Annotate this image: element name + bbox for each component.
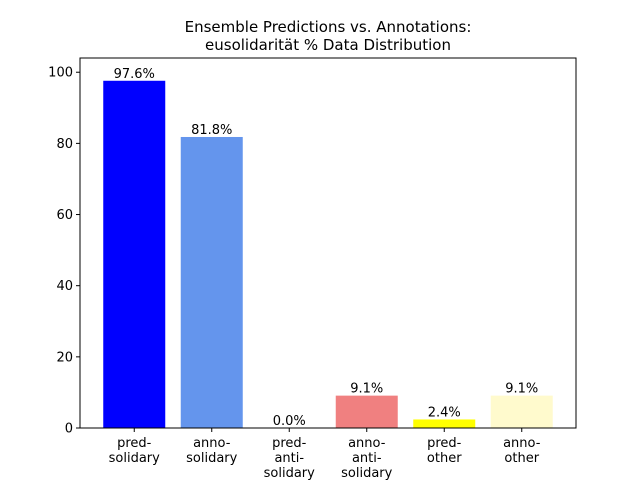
plot-frame [79, 57, 577, 429]
y-tick-label-3: 60 [56, 208, 73, 223]
chart-title-line-2: eusolidarität % Data Distribution [205, 36, 451, 54]
y-tick-label-4: 80 [56, 137, 73, 152]
value-labels-group: 97.6% 81.8% 0.0% 9.1% 2.4% 9.1% [114, 67, 539, 429]
chart-title-line-1: Ensemble Predictions vs. Annotations: [185, 18, 472, 36]
x-tick-label-5: anno-other [503, 436, 541, 466]
bar-value-label-0: 97.6% [114, 67, 155, 82]
bars-group [103, 80, 553, 429]
x-tick-label-2: pred-anti-solidary [264, 436, 316, 480]
x-tick-label-0: pred-solidary [109, 436, 161, 466]
bar-5 [490, 395, 553, 429]
bar-3 [335, 395, 398, 429]
x-axis: pred-solidary anno-solidary pred-anti-soli… [109, 428, 541, 480]
bar-value-label-3: 9.1% [350, 382, 383, 397]
bar-value-label-1: 81.8% [191, 123, 232, 138]
y-tick-label-0: 0 [65, 422, 73, 437]
bar-4 [413, 419, 476, 428]
x-tick-label-3: anno-anti-solidary [341, 436, 393, 480]
bar-1 [180, 136, 243, 429]
y-tick-label-5: 100 [48, 66, 73, 81]
chart-title: Ensemble Predictions vs. Annotations: eu… [185, 18, 472, 54]
bar-value-label-2: 0.0% [273, 414, 306, 429]
y-tick-label-2: 40 [56, 279, 73, 294]
x-tick-label-1: anno-solidary [186, 436, 238, 466]
x-tick-label-4: pred-other [427, 436, 462, 466]
y-tick-label-1: 20 [56, 350, 73, 365]
bar-value-label-4: 2.4% [428, 405, 461, 420]
y-axis: 0 20 40 60 80 100 [48, 66, 80, 437]
bar-0 [103, 80, 166, 429]
bar-value-label-5: 9.1% [505, 382, 538, 397]
